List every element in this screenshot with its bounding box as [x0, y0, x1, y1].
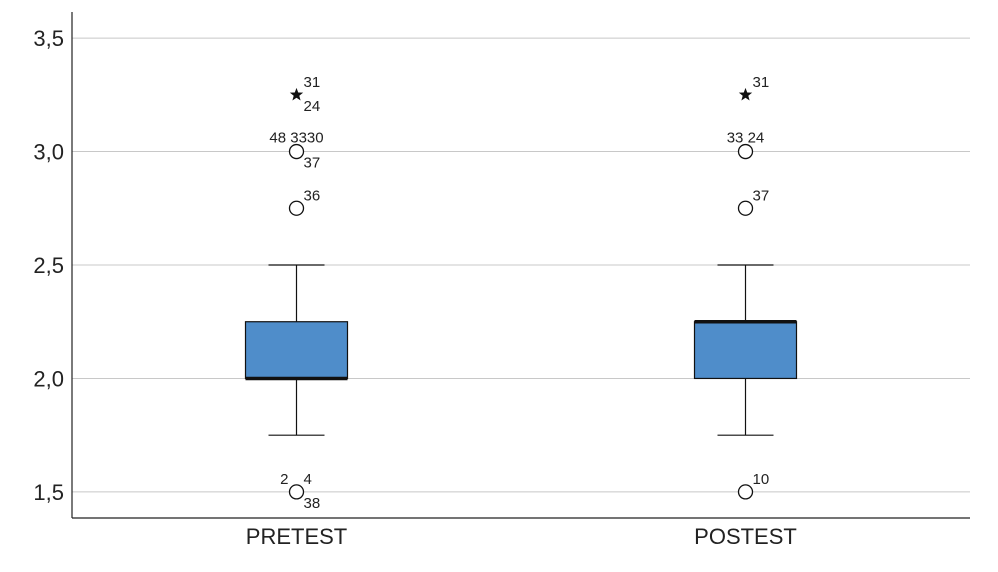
outlier-circle	[288, 200, 305, 216]
outlier-case-label: 31	[304, 74, 321, 91]
box-pretest: 31 24 48 3330 37 36 2 4 38	[244, 74, 349, 512]
outlier-case-label: 37	[304, 155, 321, 172]
y-tick-label: 2,0	[33, 366, 64, 391]
outlier-circle	[288, 143, 305, 160]
y-tick-label: 3,0	[33, 140, 64, 165]
outlier-case-label: 24	[304, 98, 321, 115]
category-label: POSTEST	[694, 524, 797, 549]
outlier-case-label: 48 3330	[269, 130, 323, 147]
box-postest: 31 33 24 37 10	[693, 74, 798, 500]
outlier-case-label: 4	[304, 471, 312, 488]
boxes: 31 24 48 3330 37 36 2 4 38 31 33 24 37 10	[244, 74, 798, 512]
axes	[71, 12, 970, 519]
outlier-circle	[737, 200, 754, 216]
iqr-box	[693, 321, 798, 380]
y-tick-labels: 1,5 2,0 2,5 3,0 3,5	[33, 26, 64, 505]
category-label: PRETEST	[246, 524, 347, 549]
outlier-case-label: 36	[304, 187, 321, 204]
extreme-outlier-star	[738, 87, 753, 101]
outlier-circle	[737, 143, 754, 160]
category-labels: PRETEST POSTEST	[246, 524, 797, 549]
outlier-case-label: 38	[304, 495, 321, 512]
y-tick-label: 1,5	[33, 480, 64, 505]
outlier-case-label: 31	[753, 74, 770, 91]
outlier-case-label: 10	[753, 471, 770, 488]
iqr-box	[244, 321, 349, 380]
outlier-case-label: 37	[753, 187, 770, 204]
y-tick-label: 3,5	[33, 26, 64, 51]
outlier-circle	[737, 484, 754, 500]
outlier-case-label: 33 24	[727, 130, 765, 147]
outlier-case-label: 2	[280, 471, 288, 488]
extreme-outlier-star	[289, 87, 304, 101]
y-tick-label: 2,5	[33, 253, 64, 278]
outlier-circle	[288, 484, 305, 500]
gridlines	[72, 37, 970, 493]
